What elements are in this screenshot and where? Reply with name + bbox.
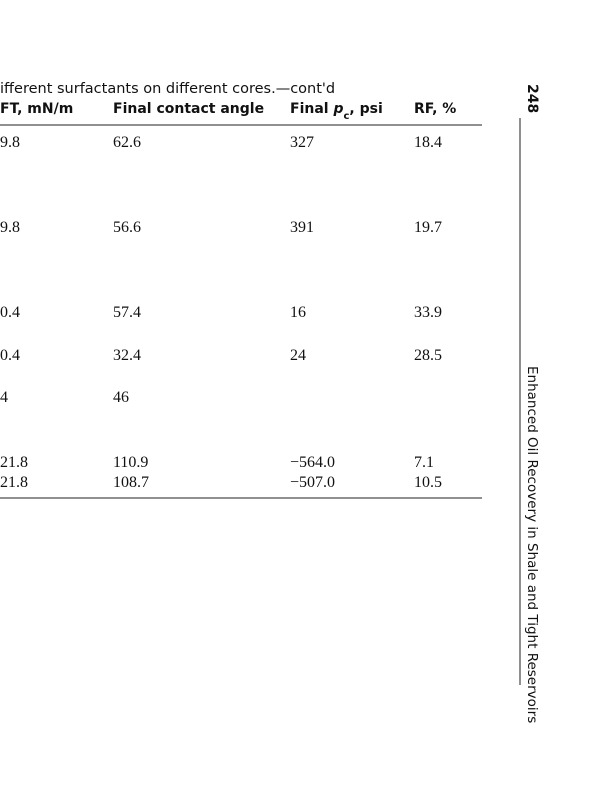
column-header: RF, % — [414, 101, 456, 117]
table-cell: 62.6 — [113, 134, 141, 151]
table-cell: 391 — [290, 219, 314, 236]
table-cell: 110.9 — [113, 454, 148, 471]
table-cell: 0.4 — [0, 347, 20, 364]
header-part: p — [332, 101, 343, 117]
table-cell: 9.8 — [0, 134, 20, 151]
table-cell: 24 — [290, 347, 306, 364]
table-cell: 46 — [113, 389, 129, 406]
header-part: , psi — [349, 101, 382, 117]
table-cell: 327 — [290, 134, 314, 151]
running-head: Enhanced Oil Recovery in Shale and Tight… — [524, 366, 540, 723]
table-cell: 0.4 — [0, 304, 20, 321]
column-header: Final pc, psi — [290, 101, 383, 122]
table-cell: 57.4 — [113, 304, 141, 321]
column-header: Final contact angle — [113, 101, 264, 117]
table-cell: 16 — [290, 304, 306, 321]
table-cell: 108.7 — [113, 474, 149, 491]
header-part: Final — [290, 101, 333, 117]
header-part: c — [343, 111, 349, 122]
table-cell: −564.0 — [290, 454, 335, 471]
table-cell: 9.8 — [0, 219, 20, 236]
table-cell: 19.7 — [414, 219, 442, 236]
page-number: 248 — [524, 84, 540, 113]
table-cell: 21.8 — [0, 474, 28, 491]
table: FT, mN/m Final contact angle Final pc, psi… — [0, 101, 456, 491]
table-cell: 7.1 — [414, 454, 434, 471]
table-cell: 28.5 — [414, 347, 442, 364]
table-cell: 33.9 — [414, 304, 442, 321]
table-cell: 4 — [0, 389, 8, 406]
table-cell: 21.8 — [0, 454, 28, 471]
column-header: FT, mN/m — [0, 101, 73, 117]
table-cell: 10.5 — [414, 474, 442, 491]
table-cell: 18.4 — [414, 134, 442, 151]
table-caption: ifferent surfactants on different cores.… — [0, 81, 335, 97]
table-cell: 56.6 — [113, 219, 141, 236]
table-cell: 32.4 — [113, 347, 141, 364]
table-cell: −507.0 — [290, 474, 335, 491]
